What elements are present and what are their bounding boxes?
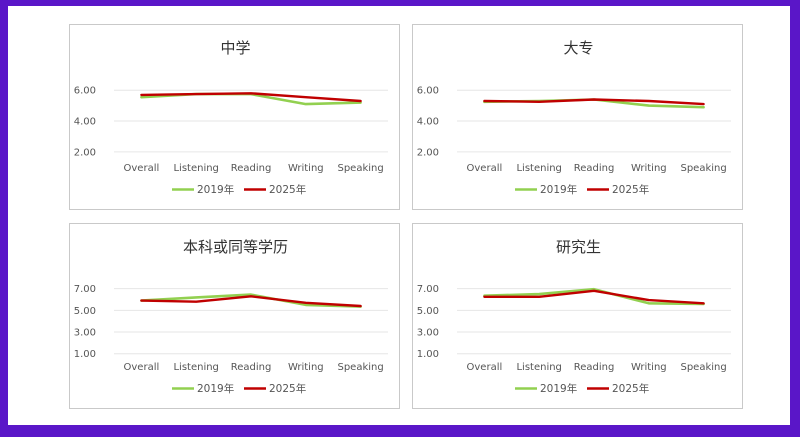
chart-svg: 中学 2.00 4.00 6.00 Overall Listening Reading Wri… bbox=[74, 39, 388, 196]
x-tick-label: Writing bbox=[631, 163, 667, 174]
chart-title: 研究生 bbox=[556, 238, 601, 256]
series-line-1 bbox=[140, 295, 362, 308]
chart-panel-postgraduate: 研究生 1.00 3.00 5.00 7.00 Overall Listening Readi… bbox=[412, 223, 743, 409]
chart-panel-high-school: 中学 2.00 4.00 6.00 Overall Listening Reading Wri… bbox=[69, 24, 400, 210]
chart-panel-bachelor: 本科或同等学历 1.00 3.00 5.00 7.00 Overall Listening R… bbox=[69, 223, 400, 409]
x-tick-label: Reading bbox=[574, 362, 615, 373]
legend-entry: 2025年 bbox=[612, 382, 649, 395]
x-tick-label: Writing bbox=[288, 163, 324, 174]
y-tick-label: 7.00 bbox=[417, 284, 439, 295]
x-tick-label: Writing bbox=[631, 362, 667, 373]
y-tick-label: 6.00 bbox=[417, 86, 439, 97]
x-tick-label: Listening bbox=[173, 163, 218, 174]
y-tick-label: 7.00 bbox=[74, 284, 96, 295]
x-tick-label: Speaking bbox=[680, 163, 726, 174]
chart-svg: 本科或同等学历 1.00 3.00 5.00 7.00 Overall Listening R… bbox=[74, 238, 388, 395]
legend-entry: 2025年 bbox=[269, 382, 306, 395]
x-tick-label: Speaking bbox=[337, 163, 383, 174]
series-line-0 bbox=[140, 293, 362, 308]
x-tick-label: Reading bbox=[231, 362, 272, 373]
x-tick-label: Listening bbox=[516, 163, 561, 174]
chart-title: 大专 bbox=[563, 39, 593, 57]
x-tick-label: Speaking bbox=[680, 362, 726, 373]
chart-title: 本科或同等学历 bbox=[183, 238, 288, 256]
legend-entry: 2025年 bbox=[269, 183, 306, 196]
x-tick-label: Overall bbox=[124, 163, 160, 174]
series-line-1 bbox=[483, 98, 705, 106]
series-line-0 bbox=[483, 287, 705, 306]
chart-svg: 大专 2.00 4.00 6.00 Overall Listening Reading Wri… bbox=[417, 39, 731, 196]
x-tick-label: Listening bbox=[516, 362, 561, 373]
y-tick-label: 3.00 bbox=[417, 328, 439, 339]
y-tick-label: 1.00 bbox=[417, 349, 439, 360]
series-line-1 bbox=[140, 92, 362, 103]
chart-title: 中学 bbox=[220, 39, 250, 57]
x-tick-label: Overall bbox=[467, 163, 503, 174]
y-tick-label: 5.00 bbox=[74, 306, 96, 317]
legend-entry: 2019年 bbox=[540, 382, 577, 395]
y-tick-label: 2.00 bbox=[417, 147, 439, 158]
y-tick-label: 4.00 bbox=[417, 117, 439, 128]
series-line-1 bbox=[483, 289, 705, 305]
x-tick-label: Reading bbox=[231, 163, 272, 174]
chart-svg: 研究生 1.00 3.00 5.00 7.00 Overall Listening Readi… bbox=[417, 238, 731, 395]
y-tick-label: 5.00 bbox=[417, 306, 439, 317]
legend-entry: 2019年 bbox=[197, 183, 234, 196]
y-tick-label: 1.00 bbox=[74, 349, 96, 360]
x-tick-label: Listening bbox=[173, 362, 218, 373]
y-tick-label: 2.00 bbox=[74, 147, 96, 158]
legend-entry: 2019年 bbox=[540, 183, 577, 196]
x-tick-label: Speaking bbox=[337, 362, 383, 373]
x-tick-label: Overall bbox=[467, 362, 503, 373]
y-tick-label: 3.00 bbox=[74, 328, 96, 339]
x-tick-label: Writing bbox=[288, 362, 324, 373]
chart-panel-junior-college: 大专 2.00 4.00 6.00 Overall Listening Reading Wri… bbox=[412, 24, 743, 210]
legend-entry: 2019年 bbox=[197, 382, 234, 395]
x-tick-label: Overall bbox=[124, 362, 160, 373]
y-tick-label: 4.00 bbox=[74, 117, 96, 128]
x-tick-label: Reading bbox=[574, 163, 615, 174]
y-tick-label: 6.00 bbox=[74, 86, 96, 97]
legend-entry: 2025年 bbox=[612, 183, 649, 196]
